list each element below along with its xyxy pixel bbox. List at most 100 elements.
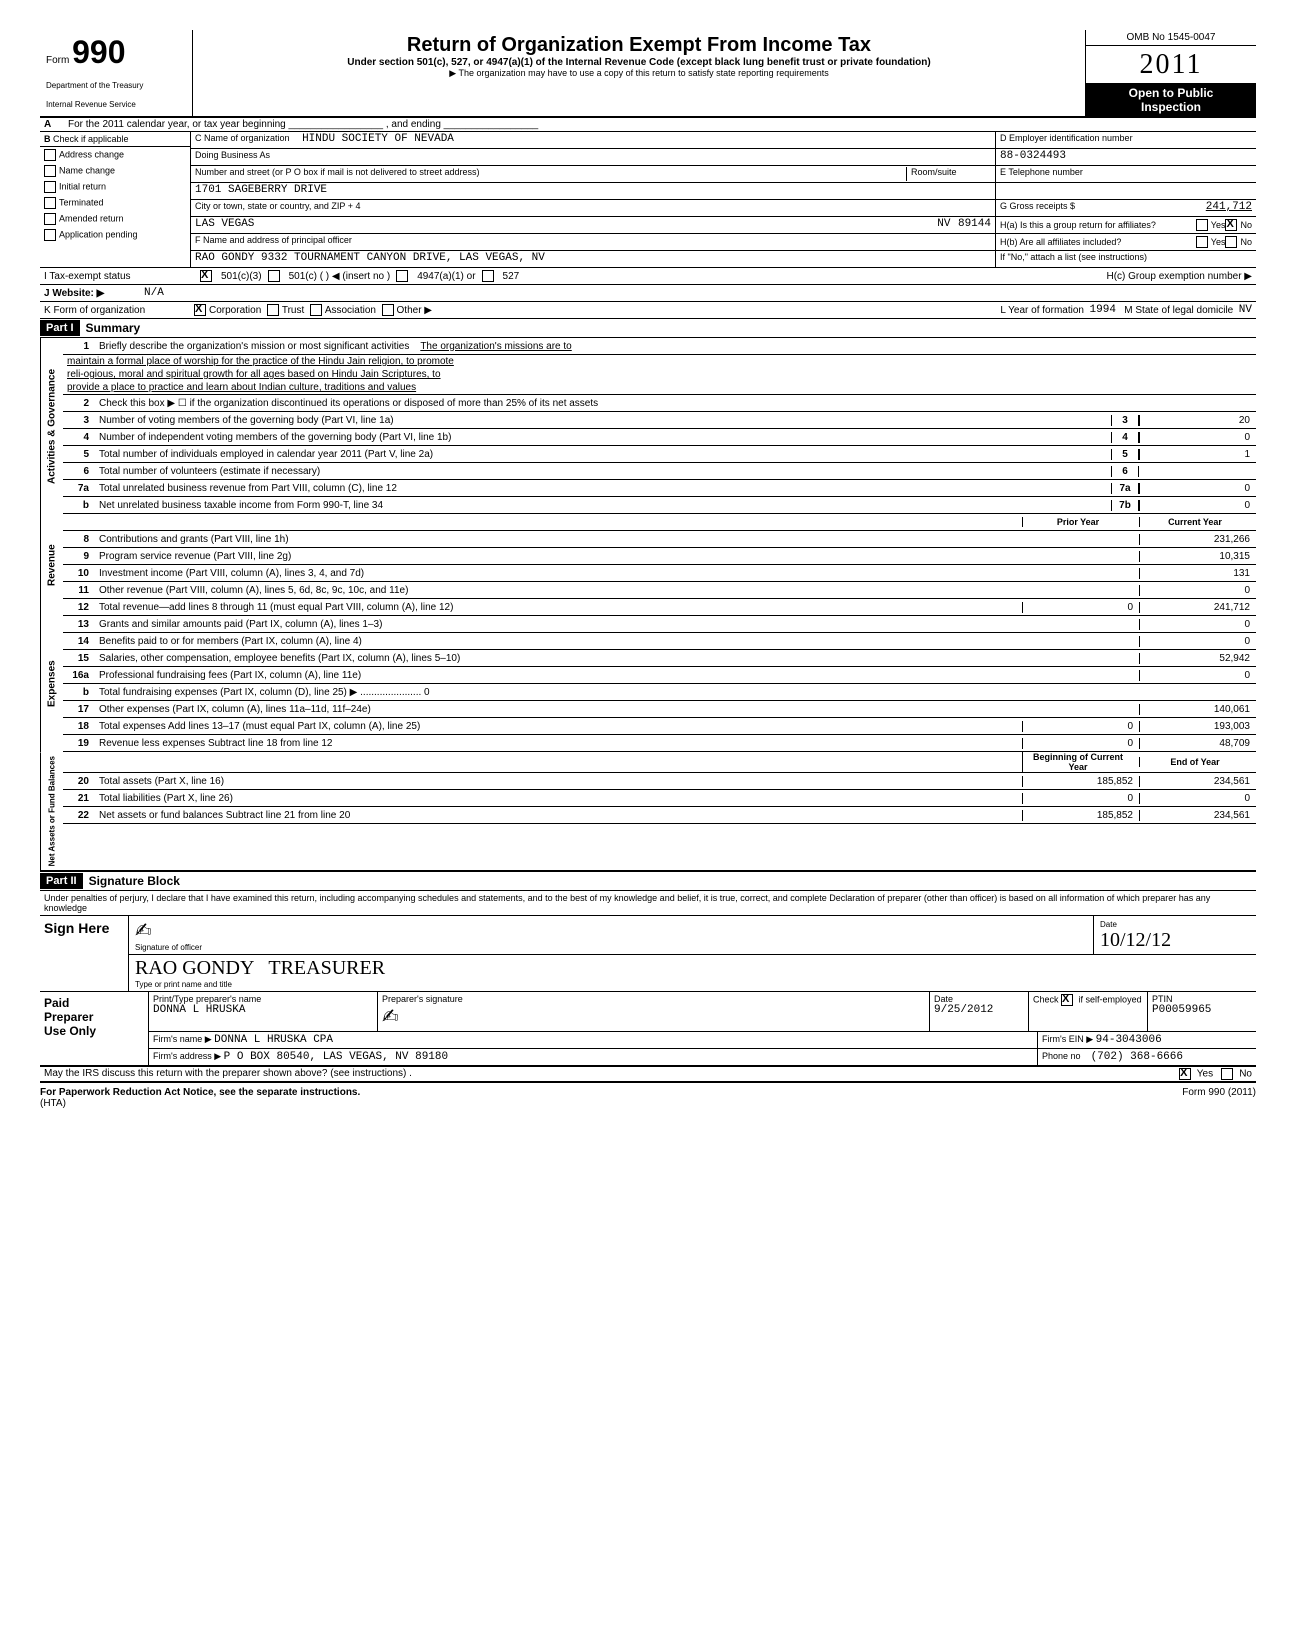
- name-label: Type or print name and title: [135, 980, 1250, 989]
- gov-line-5: 5Total number of individuals employed in…: [63, 446, 1256, 463]
- chk-hb-no[interactable]: [1225, 236, 1237, 248]
- officer-signature: ✍︎: [135, 918, 1087, 943]
- omb-number: OMB No 1545-0047: [1086, 30, 1256, 46]
- side-expenses: Expenses: [40, 616, 63, 752]
- gov-line-3: 3Number of voting members of the governi…: [63, 412, 1256, 429]
- officer-name: RAO GONDY: [135, 957, 254, 979]
- chk-501c[interactable]: [268, 270, 280, 282]
- gov-line-b: bNet unrelated business taxable income f…: [63, 497, 1256, 514]
- line-16a: 16aProfessional fundraising fees (Part I…: [63, 667, 1256, 684]
- chk-other[interactable]: [382, 304, 394, 316]
- line-13: 13Grants and similar amounts paid (Part …: [63, 616, 1256, 633]
- chk-ha-no[interactable]: [1225, 219, 1237, 231]
- chk-amended[interactable]: [44, 213, 56, 225]
- chk-4947[interactable]: [396, 270, 408, 282]
- zip: 89144: [958, 218, 991, 232]
- form-header: Form 990 Department of the Treasury Inte…: [40, 30, 1256, 118]
- l-label: L Year of formation: [1000, 305, 1084, 316]
- h-note: If "No," attach a list (see instructions…: [1000, 252, 1147, 262]
- h-c: H(c) Group exemption number ▶: [1106, 271, 1252, 282]
- city: LAS VEGAS: [195, 218, 254, 232]
- side-balances: Net Assets or Fund Balances: [40, 752, 63, 870]
- part-2-header: Part II Signature Block: [40, 872, 1256, 891]
- preparer-name: DONNA L HRUSKA: [153, 1004, 373, 1016]
- chk-address-change[interactable]: [44, 149, 56, 161]
- paperwork-notice: For Paperwork Reduction Act Notice, see …: [40, 1087, 360, 1098]
- chk-irs-yes[interactable]: [1179, 1068, 1191, 1080]
- line-b: bTotal fundraising expenses (Part IX, co…: [63, 684, 1256, 701]
- line-i: I Tax-exempt status 501(c)(3) 501(c) ( )…: [40, 268, 1256, 285]
- mission-1: The organization's missions are to: [420, 341, 571, 352]
- line-11: 11Other revenue (Part VIII, column (A), …: [63, 582, 1256, 599]
- firm-name: DONNA L HRUSKA CPA: [214, 1034, 333, 1046]
- chk-hb-yes[interactable]: [1196, 236, 1208, 248]
- gov-line-2: 2Check this box ▶ ☐ if the organization …: [63, 395, 1256, 412]
- preparer-signature: ✍︎: [382, 1004, 925, 1029]
- form-subtitle: Under section 501(c), 527, or 4947(a)(1)…: [203, 57, 1075, 68]
- line-19: 19Revenue less expenses Subtract line 18…: [63, 735, 1256, 752]
- firm-phone: (702) 368-6666: [1091, 1051, 1183, 1063]
- state: NV: [937, 218, 950, 232]
- form-990: Form 990 Department of the Treasury Inte…: [40, 30, 1256, 1109]
- line-a-text: For the 2011 calendar year, or tax year …: [64, 118, 542, 131]
- side-revenue: Revenue: [40, 514, 63, 616]
- line-14: 14Benefits paid to or for members (Part …: [63, 633, 1256, 650]
- state-domicile: NV: [1239, 304, 1252, 316]
- hdr-prior: Prior Year: [1022, 517, 1139, 527]
- h-a: H(a) Is this a group return for affiliat…: [1000, 220, 1156, 230]
- chk-527[interactable]: [482, 270, 494, 282]
- form-ref: Form 990 (2011): [1182, 1087, 1256, 1109]
- summary-revenue: Revenue Prior YearCurrent Year 8Contribu…: [40, 514, 1256, 616]
- hdr-end: End of Year: [1139, 757, 1256, 767]
- chk-terminated[interactable]: [44, 197, 56, 209]
- tax-year: 2011: [1086, 46, 1256, 84]
- chk-trust[interactable]: [267, 304, 279, 316]
- dept-irs: Internal Revenue Service: [46, 100, 186, 109]
- line-9: 9Program service revenue (Part VIII, lin…: [63, 548, 1256, 565]
- chk-irs-no[interactable]: [1221, 1068, 1233, 1080]
- mission-2: maintain a formal place of worship for t…: [67, 356, 454, 367]
- e-label: E Telephone number: [1000, 167, 1083, 177]
- line-j: J Website: ▶ N/A: [40, 285, 1256, 302]
- chk-corp[interactable]: [194, 304, 206, 316]
- street: 1701 SAGEBERRY DRIVE: [195, 184, 327, 196]
- chk-app-pending[interactable]: [44, 229, 56, 241]
- hdr-beg: Beginning of Current Year: [1022, 752, 1139, 772]
- m-label: M State of legal domicile: [1124, 305, 1233, 316]
- chk-initial-return[interactable]: [44, 181, 56, 193]
- hdr-current: Current Year: [1139, 517, 1256, 527]
- chk-name-change[interactable]: [44, 165, 56, 177]
- part-1-badge: Part I: [40, 320, 80, 336]
- chk-501c3[interactable]: [200, 270, 212, 282]
- gov-line-4: 4Number of independent voting members of…: [63, 429, 1256, 446]
- line-21: 21Total liabilities (Part X, line 26)00: [63, 790, 1256, 807]
- c-label: C Name of organization: [195, 133, 290, 143]
- paid-preparer-block: Paid Preparer Use Only Print/Type prepar…: [40, 992, 1256, 1067]
- line-20: 20Total assets (Part X, line 16)185,8522…: [63, 773, 1256, 790]
- ein: 88-0324493: [1000, 150, 1066, 162]
- chk-self-employed[interactable]: [1061, 994, 1073, 1006]
- summary-balances: Net Assets or Fund Balances Beginning of…: [40, 752, 1256, 872]
- sign-here: Sign Here: [44, 920, 109, 936]
- part-1-title: Summary: [80, 319, 147, 337]
- year-formation: 1994: [1090, 304, 1116, 316]
- city-label: City or town, state or country, and ZIP …: [195, 201, 361, 211]
- addr-label: Number and street (or P O box if mail is…: [195, 167, 906, 181]
- part-2-badge: Part II: [40, 873, 83, 889]
- chk-ha-yes[interactable]: [1196, 219, 1208, 231]
- line-12: 12Total revenue—add lines 8 through 11 (…: [63, 599, 1256, 616]
- line-j-label: J Website: ▶: [44, 288, 144, 299]
- chk-assoc[interactable]: [310, 304, 322, 316]
- open-to-public: Open to PublicInspection: [1086, 84, 1256, 116]
- mission-3: reli-ogious, moral and spiritual growth …: [67, 369, 441, 380]
- sign-date: 10/12/12: [1100, 929, 1250, 952]
- form-title: Return of Organization Exempt From Incom…: [203, 34, 1075, 57]
- dept-treasury: Department of the Treasury: [46, 81, 186, 90]
- ptin: P00059965: [1152, 1004, 1252, 1016]
- preparer-date: 9/25/2012: [934, 1004, 1024, 1016]
- summary-expenses: Expenses 13Grants and similar amounts pa…: [40, 616, 1256, 752]
- line-18: 18Total expenses Add lines 13–17 (must e…: [63, 718, 1256, 735]
- gov-line-6: 6Total number of volunteers (estimate if…: [63, 463, 1256, 480]
- website: N/A: [144, 287, 164, 299]
- part-2-title: Signature Block: [83, 872, 186, 890]
